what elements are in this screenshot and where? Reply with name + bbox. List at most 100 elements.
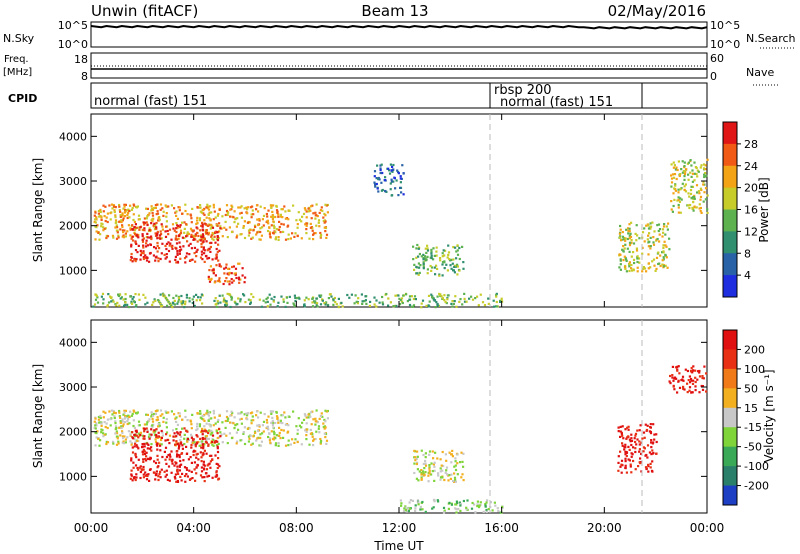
velocity-cell — [487, 508, 490, 511]
velocity-cell — [100, 422, 103, 425]
power-cell — [387, 304, 390, 307]
velocity-cell — [325, 410, 328, 413]
velocity-cell — [130, 443, 133, 446]
velocity-cell — [454, 460, 457, 463]
power-cell — [239, 300, 242, 303]
power-cell — [163, 253, 166, 256]
velocity-cell — [688, 386, 692, 389]
velocity-cell — [630, 471, 633, 474]
power-cell — [420, 302, 423, 305]
power-cell — [94, 211, 97, 214]
power-cell — [385, 292, 388, 296]
power-cell — [495, 295, 498, 298]
power-colorbar-tick-label: 8 — [744, 247, 751, 260]
velocity-cell — [420, 473, 423, 476]
velocity-cell — [106, 426, 109, 430]
power-cell — [211, 258, 214, 261]
power-cell — [113, 209, 116, 212]
power-cell — [269, 235, 272, 238]
velocity-cell — [150, 446, 153, 449]
power-cell — [422, 253, 425, 256]
power-cell — [117, 294, 120, 297]
velocity-cell — [221, 441, 224, 444]
power-cell — [266, 300, 269, 303]
power-cell — [456, 253, 460, 256]
power-cell — [629, 232, 632, 235]
velocity-cell — [192, 453, 195, 457]
power-cell — [113, 205, 116, 208]
power-cell — [332, 298, 335, 301]
power-cell — [136, 251, 139, 254]
velocity-cell — [122, 440, 125, 443]
power-cell — [194, 234, 197, 237]
power-cell — [234, 218, 237, 221]
power-cell — [436, 267, 439, 270]
velocity-cell — [455, 511, 458, 514]
velocity-cell — [141, 434, 144, 437]
velocity-cell — [164, 446, 168, 449]
velocity-cell — [139, 476, 142, 480]
velocity-cell — [145, 455, 148, 458]
power-cell — [251, 209, 254, 212]
velocity-cell — [630, 439, 634, 442]
velocity-cell — [162, 416, 165, 419]
velocity-cell — [148, 458, 151, 461]
power-cell — [693, 161, 696, 164]
velocity-cell — [156, 448, 159, 451]
power-cell — [218, 208, 221, 211]
velocity-cell — [185, 445, 188, 448]
velocity-cell — [142, 476, 145, 479]
power-cell — [355, 300, 358, 303]
power-cell — [388, 172, 392, 175]
power-cell — [165, 253, 168, 256]
power-cell — [456, 265, 459, 268]
power-cell — [258, 238, 261, 241]
power-cell — [445, 302, 448, 305]
power-cell — [134, 260, 137, 263]
velocity-cell — [294, 438, 297, 441]
velocity-cell — [414, 504, 417, 507]
power-cell — [133, 220, 136, 223]
velocity-cell — [635, 443, 638, 446]
power-cell — [281, 208, 284, 211]
power-cell — [664, 244, 667, 247]
velocity-cell — [155, 473, 158, 476]
power-cell — [222, 297, 226, 300]
velocity-cell — [307, 416, 310, 419]
power-cell — [217, 212, 220, 216]
power-cell — [248, 221, 251, 224]
velocity-cell — [453, 476, 457, 479]
velocity-cell — [162, 420, 165, 423]
power-cell — [321, 298, 324, 301]
power-cell — [653, 264, 656, 267]
velocity-cell — [698, 369, 701, 373]
velocity-cell — [199, 412, 202, 415]
velocity-cell — [195, 453, 198, 456]
power-cell — [651, 260, 654, 263]
power-cell — [260, 305, 263, 308]
velocity-cell — [669, 382, 672, 385]
power-cell — [307, 298, 310, 301]
power-cell — [455, 305, 458, 308]
power-cell — [214, 297, 217, 300]
power-cell — [624, 266, 627, 269]
velocity-cell — [257, 416, 260, 419]
power-cell — [98, 238, 101, 241]
power-cell — [628, 234, 631, 237]
power-cell — [266, 296, 269, 299]
velocity-cell — [135, 429, 138, 432]
velocity-cell — [187, 458, 190, 461]
power-cell — [177, 300, 180, 303]
power-cell — [412, 304, 416, 307]
power-cell — [205, 206, 208, 209]
power-cell — [317, 219, 321, 222]
power-cell — [191, 258, 194, 261]
power-cell — [633, 261, 636, 265]
velocity-cell — [450, 503, 453, 506]
velocity-cell — [199, 410, 202, 413]
velocity-cell — [623, 448, 626, 451]
power-cell — [202, 208, 205, 212]
velocity-cell — [681, 375, 685, 378]
power-cell — [626, 237, 629, 241]
power-cell — [441, 255, 444, 258]
